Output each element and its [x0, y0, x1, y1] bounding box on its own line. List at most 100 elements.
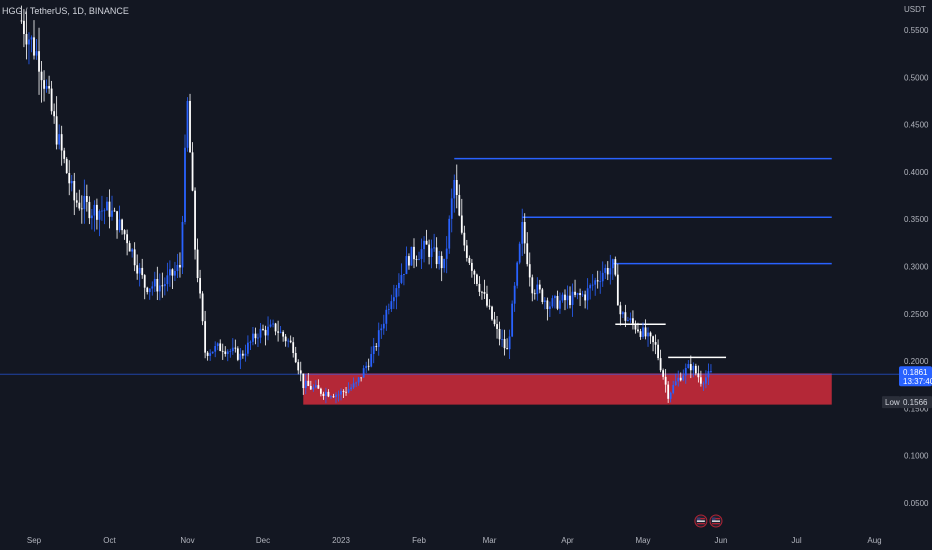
candle	[644, 319, 647, 340]
candle	[415, 255, 418, 267]
time-axis[interactable]: Sep Oct Nov Dec 2023 Feb Mar Apr May Jun Jul Aug	[27, 536, 882, 545]
candle	[50, 80, 53, 115]
candle	[90, 208, 93, 230]
candle	[473, 269, 476, 285]
candle	[619, 301, 622, 326]
symbol-title[interactable]: HGG / TetherUS, 1D, BINANCE	[2, 6, 129, 16]
candle	[249, 340, 252, 351]
candle	[201, 291, 204, 326]
candle	[204, 310, 207, 359]
candle	[28, 32, 30, 65]
candle	[264, 325, 267, 346]
candle	[304, 373, 307, 395]
candle	[118, 205, 121, 233]
candle	[111, 195, 113, 221]
candle	[574, 279, 576, 298]
time-tick-label: Jul	[791, 536, 801, 545]
candle	[669, 391, 672, 403]
candle	[73, 172, 76, 216]
price-axis[interactable]: USDT 0.5500 0.5000 0.4500 0.4000 0.3500 0.3000…	[882, 5, 932, 508]
price-tick-label: 0.5500	[904, 26, 929, 35]
candle	[106, 197, 108, 211]
time-tick-label: Apr	[561, 536, 574, 545]
candle	[151, 281, 154, 296]
candle	[702, 381, 705, 391]
candle	[35, 39, 38, 60]
demand-zone-rect[interactable]	[303, 373, 832, 405]
candle	[360, 377, 363, 382]
candle	[176, 253, 179, 279]
candle	[652, 335, 654, 352]
candle	[70, 175, 73, 192]
price-tick-label: 0.4500	[904, 121, 929, 130]
candle	[236, 346, 239, 362]
candle	[93, 200, 96, 232]
candle	[78, 189, 81, 211]
us-flag-icon[interactable]	[709, 514, 723, 528]
candle	[692, 362, 695, 378]
price-tick-label: 0.2500	[904, 310, 929, 319]
candle	[674, 373, 677, 386]
candle	[282, 330, 285, 342]
time-tick-label: Oct	[103, 536, 116, 545]
candle	[247, 335, 249, 357]
candle	[289, 335, 292, 344]
low-marker-label: Low	[885, 398, 900, 407]
demand-zone-layer	[303, 373, 832, 405]
low-marker-value: 0.1566	[903, 398, 928, 407]
candle	[657, 339, 659, 361]
candle	[430, 239, 433, 269]
candle	[601, 261, 604, 287]
candle	[146, 286, 149, 295]
candle	[559, 292, 561, 314]
candle	[294, 346, 297, 364]
candle	[20, 5, 23, 24]
candle	[158, 273, 161, 301]
candle	[428, 239, 430, 265]
candle	[581, 290, 584, 298]
price-tick-label: 0.4000	[904, 168, 929, 177]
candle	[694, 363, 697, 376]
candle	[63, 147, 66, 164]
candle	[420, 238, 423, 270]
candle	[131, 248, 134, 258]
candle	[551, 295, 554, 309]
time-tick-label: Feb	[412, 536, 426, 545]
candle	[382, 314, 385, 335]
candle	[591, 274, 594, 291]
candle	[229, 348, 232, 358]
candle	[259, 323, 262, 344]
events-layer[interactable]	[694, 514, 723, 528]
candle	[179, 252, 181, 278]
candle	[488, 299, 491, 310]
candle	[302, 373, 305, 395]
candle	[186, 97, 189, 152]
candle	[561, 292, 564, 303]
candle	[194, 187, 196, 260]
price-tick-label: 0.0500	[904, 499, 929, 508]
candle	[594, 277, 597, 296]
candle	[632, 310, 634, 330]
candle	[241, 350, 244, 359]
candle	[596, 270, 599, 289]
candle	[337, 390, 340, 402]
us-flag-icon[interactable]	[694, 514, 708, 528]
candle	[637, 322, 639, 333]
candle	[138, 263, 141, 287]
candle	[697, 365, 700, 383]
candle	[191, 142, 194, 192]
candle	[58, 124, 61, 150]
candle	[362, 365, 365, 378]
candle	[478, 276, 481, 297]
candle	[682, 369, 685, 382]
candle	[662, 368, 665, 380]
candle	[136, 254, 139, 280]
candle	[433, 233, 436, 252]
candle	[252, 327, 254, 346]
candle	[443, 258, 446, 273]
candle	[221, 343, 224, 360]
candle	[133, 242, 136, 272]
